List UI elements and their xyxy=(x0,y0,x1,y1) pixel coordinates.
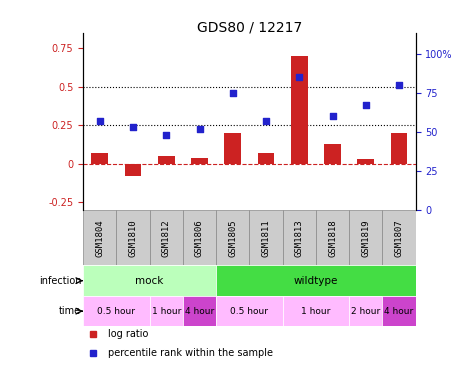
Bar xyxy=(191,158,208,164)
Text: GSM1813: GSM1813 xyxy=(295,219,304,257)
Bar xyxy=(283,210,316,265)
Point xyxy=(162,132,170,138)
Point xyxy=(196,126,203,132)
Text: GSM1812: GSM1812 xyxy=(162,219,171,257)
Bar xyxy=(324,144,341,164)
Bar xyxy=(183,210,216,265)
Text: 4 hour: 4 hour xyxy=(384,307,414,315)
Bar xyxy=(158,156,175,164)
Text: log ratio: log ratio xyxy=(108,329,148,339)
Bar xyxy=(357,159,374,164)
Text: wildtype: wildtype xyxy=(294,276,338,286)
Bar xyxy=(249,210,283,265)
Bar xyxy=(349,210,382,265)
Text: mock: mock xyxy=(135,276,164,286)
Point xyxy=(96,118,104,124)
Text: 1 hour: 1 hour xyxy=(301,307,331,315)
Point xyxy=(329,113,336,119)
Text: infection: infection xyxy=(38,276,81,286)
Text: GSM1818: GSM1818 xyxy=(328,219,337,257)
Point xyxy=(395,82,403,88)
Bar xyxy=(83,296,150,326)
Bar xyxy=(349,296,382,326)
Point xyxy=(262,118,270,124)
Point xyxy=(362,102,370,108)
Point xyxy=(295,74,303,80)
Text: GSM1811: GSM1811 xyxy=(262,219,270,257)
Bar xyxy=(216,265,416,296)
Text: GSM1810: GSM1810 xyxy=(129,219,137,257)
Bar xyxy=(83,265,216,296)
Bar xyxy=(224,133,241,164)
Text: GSM1804: GSM1804 xyxy=(95,219,104,257)
Text: 0.5 hour: 0.5 hour xyxy=(97,307,135,315)
Bar xyxy=(316,210,349,265)
Bar xyxy=(283,296,349,326)
Text: 4 hour: 4 hour xyxy=(185,307,214,315)
Bar xyxy=(124,164,142,176)
Text: GSM1805: GSM1805 xyxy=(228,219,237,257)
Bar xyxy=(83,210,116,265)
Bar xyxy=(183,296,216,326)
Bar xyxy=(91,153,108,164)
Text: percentile rank within the sample: percentile rank within the sample xyxy=(108,348,273,358)
Text: 2 hour: 2 hour xyxy=(351,307,380,315)
Bar xyxy=(390,133,407,164)
Text: GDS80 / 12217: GDS80 / 12217 xyxy=(197,20,302,34)
Text: 1 hour: 1 hour xyxy=(152,307,181,315)
Bar xyxy=(216,210,249,265)
Bar xyxy=(291,56,308,164)
Bar xyxy=(150,296,183,326)
Bar xyxy=(382,296,416,326)
Text: GSM1806: GSM1806 xyxy=(195,219,204,257)
Bar xyxy=(216,296,283,326)
Text: GSM1807: GSM1807 xyxy=(395,219,403,257)
Bar xyxy=(150,210,183,265)
Text: 0.5 hour: 0.5 hour xyxy=(230,307,268,315)
Bar xyxy=(382,210,416,265)
Text: GSM1819: GSM1819 xyxy=(361,219,370,257)
Text: time: time xyxy=(59,306,81,316)
Point xyxy=(129,124,137,130)
Bar xyxy=(257,153,275,164)
Point xyxy=(229,90,237,96)
Bar xyxy=(116,210,150,265)
